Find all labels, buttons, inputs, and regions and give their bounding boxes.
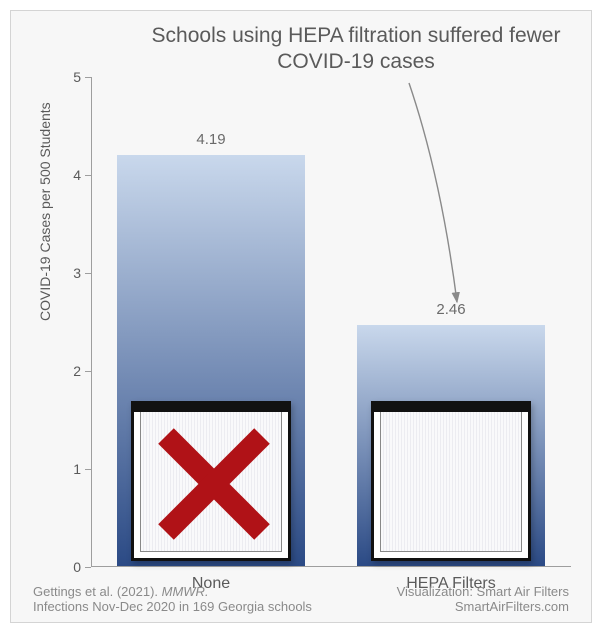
ytick	[85, 175, 91, 176]
ytick	[85, 273, 91, 274]
credit-viz: Visualization: Smart Air Filters SmartAi…	[397, 584, 569, 614]
bar-value-label: 2.46	[357, 301, 544, 318]
credits: Gettings et al. (2021). MMWR. Infections…	[33, 584, 569, 614]
ytick-label: 2	[61, 363, 81, 379]
ytick	[85, 469, 91, 470]
credit-source: Gettings et al. (2021). MMWR. Infections…	[33, 584, 312, 614]
credit-journal: MMWR.	[162, 584, 209, 599]
filter-none-icon	[131, 401, 291, 561]
ytick-label: 3	[61, 265, 81, 281]
credit-author: Visualization: Smart Air Filters	[397, 584, 569, 599]
ytick-label: 4	[61, 167, 81, 183]
y-axis	[91, 77, 92, 567]
chart-title: Schools using HEPA filtration suffered f…	[141, 23, 571, 76]
credit-url: SmartAirFilters.com	[397, 599, 569, 614]
ytick	[85, 77, 91, 78]
ytick	[85, 567, 91, 568]
y-axis-label: COVID-19 Cases per 500 Students	[37, 102, 53, 321]
credit-citation: Gettings et al. (2021).	[33, 584, 162, 599]
ytick	[85, 371, 91, 372]
filter-hepa-icon	[371, 401, 531, 561]
ytick-label: 0	[61, 559, 81, 575]
chart-frame: Schools using HEPA filtration suffered f…	[10, 10, 592, 623]
credit-detail: Infections Nov-Dec 2020 in 169 Georgia s…	[33, 599, 312, 614]
plot-area: 012345 4.19None2.46HEPA Filters	[91, 77, 571, 567]
bar-value-label: 4.19	[117, 131, 304, 148]
x-axis	[91, 566, 571, 567]
ytick-label: 1	[61, 461, 81, 477]
ytick-label: 5	[61, 69, 81, 85]
